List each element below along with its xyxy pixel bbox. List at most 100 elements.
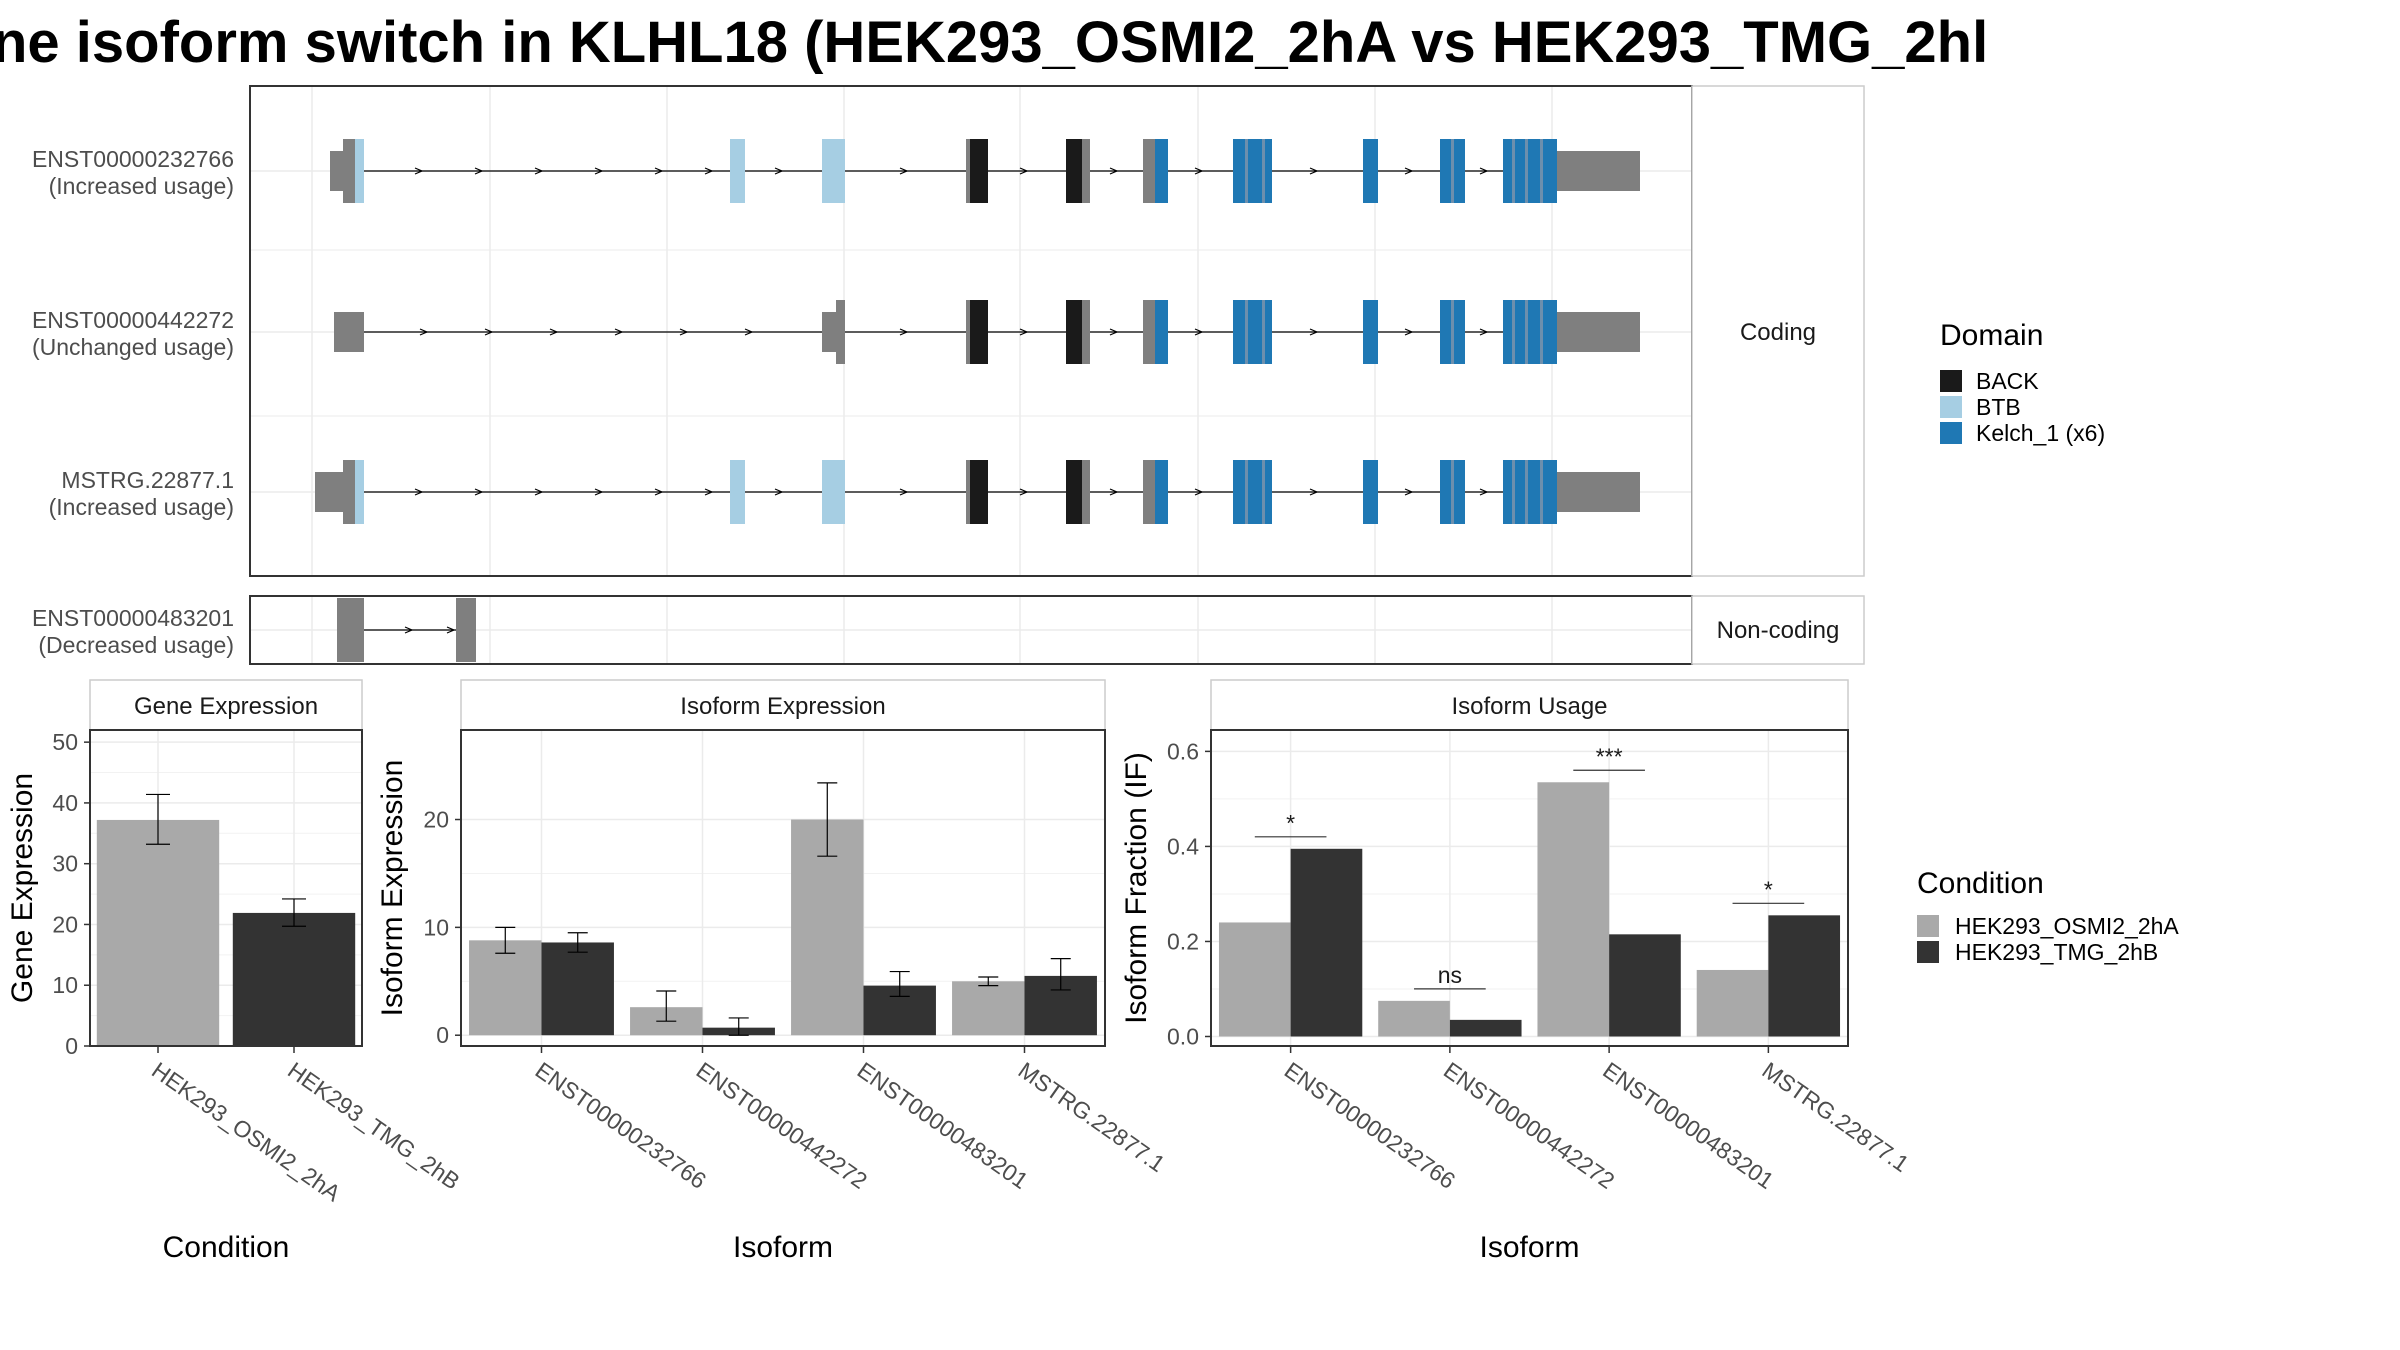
strand-arrow <box>474 167 484 175</box>
x-tick-label: ENST00000232766 <box>1280 1057 1460 1194</box>
y-tick-label: 10 <box>423 914 449 940</box>
bar <box>1609 934 1681 1037</box>
strand-arrow <box>614 328 624 336</box>
x-tick-label: ENST00000442272 <box>1439 1057 1619 1194</box>
strand-arrow <box>549 328 559 336</box>
strand-arrow <box>484 328 494 336</box>
legend-key-kelch_1 <box>1940 422 1962 444</box>
bar <box>232 912 356 1046</box>
strand-arrow <box>1479 167 1489 175</box>
strand-arrow <box>1309 488 1319 496</box>
x-tick-label: MSTRG.22877.1 <box>1758 1057 1914 1177</box>
strand-arrow <box>1194 328 1204 336</box>
domain-legend-title: Domain <box>1940 319 2043 352</box>
domain-boundary <box>1451 300 1454 364</box>
domain-boundary <box>1262 300 1265 364</box>
utr-exon <box>822 312 836 352</box>
kelch-domain <box>1503 139 1557 203</box>
significance-label: ns <box>1438 962 1462 988</box>
domain-boundary <box>1525 460 1528 524</box>
strand-arrow <box>1194 167 1204 175</box>
legend-key-back <box>1940 370 1962 392</box>
strand-arrow <box>1019 167 1029 175</box>
legend-label: Kelch_1 (x6) <box>1976 420 2105 446</box>
y-tick-label: 0.6 <box>1167 738 1199 764</box>
strand-arrow <box>704 488 714 496</box>
back-domain <box>1066 300 1082 364</box>
kelch-domain <box>1155 460 1168 524</box>
panel-border <box>89 729 363 1047</box>
panel-title-strip <box>1210 679 1849 731</box>
y-tick-label: 20 <box>52 911 78 937</box>
domain-boundary <box>1540 139 1543 203</box>
strand-arrow <box>679 328 689 336</box>
back-domain <box>970 139 988 203</box>
x-tick-label: ENST00000483201 <box>853 1057 1033 1194</box>
transcript-usage-label: (Decreased usage) <box>38 632 234 658</box>
transcript-id-label: ENST00000442272 <box>32 307 234 333</box>
x-axis-title: Isoform <box>733 1231 833 1264</box>
utr-exon <box>330 151 343 191</box>
x-axis-title: Isoform <box>1479 1231 1579 1264</box>
legend-key-btb <box>1940 396 1962 418</box>
y-tick-label: 30 <box>52 851 78 877</box>
btb-domain <box>355 460 364 524</box>
x-tick-label: ENST00000483201 <box>1598 1057 1778 1194</box>
exon <box>1082 460 1090 524</box>
bar <box>469 940 542 1036</box>
domain-boundary <box>1245 139 1248 203</box>
legend-key-condition <box>1917 915 1939 937</box>
strand-arrow <box>774 167 784 175</box>
y-tick-label: 20 <box>423 807 449 833</box>
strand-arrow <box>654 488 664 496</box>
bar <box>1378 1000 1450 1037</box>
strand-arrow <box>1479 328 1489 336</box>
bar <box>1290 848 1363 1037</box>
panel-title: Isoform Expression <box>680 693 885 720</box>
facet-strip <box>1691 595 1865 665</box>
bar <box>96 819 220 1046</box>
bar <box>1449 1019 1522 1037</box>
page-title: ne isoform switch in KLHL18 (HEK293_OSMI… <box>0 10 1989 75</box>
utr-exon <box>334 312 364 352</box>
y-axis-title: Isoform Fraction (IF) <box>1120 752 1153 1024</box>
y-tick-label: 50 <box>52 729 78 755</box>
significance-label: *** <box>1596 743 1623 769</box>
panel-border <box>1210 729 1849 1047</box>
transcript-usage-label: (Unchanged usage) <box>32 334 234 360</box>
exon <box>343 460 355 524</box>
strand-arrow <box>414 488 424 496</box>
domain-boundary <box>1451 139 1454 203</box>
strand-arrow <box>594 488 604 496</box>
y-axis-title: Isoform Expression <box>376 760 409 1017</box>
strand-arrow <box>419 328 429 336</box>
strand-arrow <box>1019 328 1029 336</box>
domain-boundary <box>1245 460 1248 524</box>
exon <box>1143 460 1155 524</box>
exon <box>1143 300 1155 364</box>
panel-border <box>460 729 1106 1047</box>
kelch-domain <box>1233 300 1272 364</box>
significance-label: * <box>1764 876 1773 902</box>
strand-arrow <box>1309 328 1319 336</box>
domain-boundary <box>1512 460 1515 524</box>
domain-boundary <box>1525 139 1528 203</box>
strand-arrow <box>1109 328 1119 336</box>
kelch-domain <box>1503 300 1557 364</box>
back-domain <box>970 460 988 524</box>
exon <box>343 139 355 203</box>
bar <box>1218 922 1291 1037</box>
domain-boundary <box>1512 300 1515 364</box>
utr-exon <box>1557 312 1640 352</box>
strand-arrow <box>446 626 456 634</box>
y-tick-label: 0.2 <box>1167 928 1199 954</box>
exon <box>966 139 970 203</box>
exon <box>966 460 970 524</box>
kelch-domain <box>1233 139 1272 203</box>
kelch-domain <box>1233 460 1272 524</box>
strand-arrow <box>534 488 544 496</box>
facet-label-coding: Coding <box>1740 319 1816 346</box>
strand-arrow <box>1404 328 1414 336</box>
btb-domain <box>730 460 745 524</box>
